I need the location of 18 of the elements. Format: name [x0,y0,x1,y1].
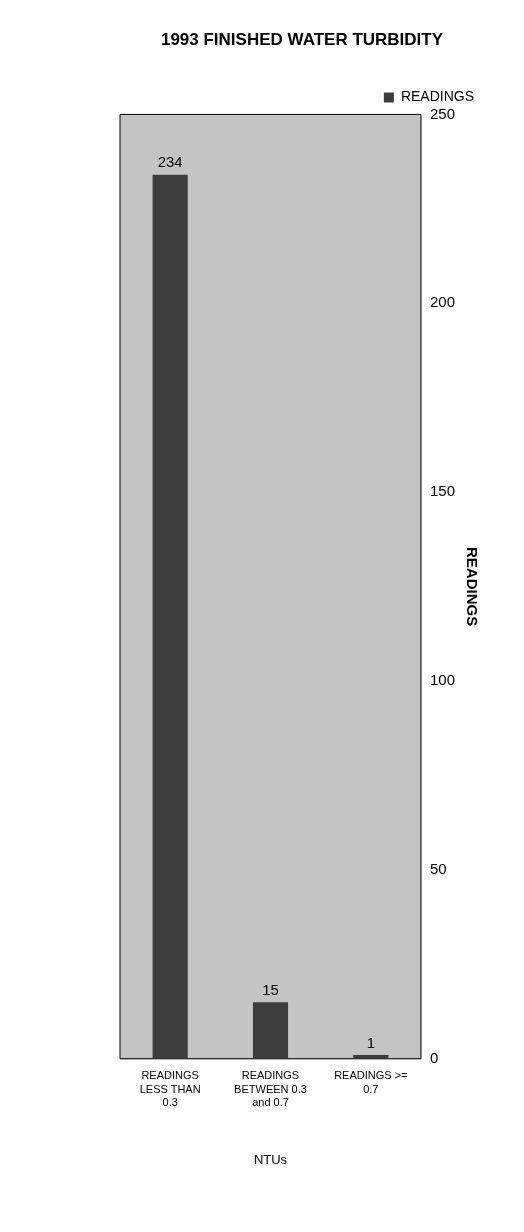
y-tick-label: 0 [429,1048,439,1066]
y-tick-label: 50 [429,860,447,878]
y-tick-label: 250 [429,104,455,122]
y-tick-label: 200 [429,293,455,311]
x-axis-title: NTUs [253,1151,288,1167]
data-label: 234 [157,153,183,171]
x-tick-label: READINGS BETWEEN 0.3 and 0.7 [234,1069,307,1108]
x-tick-label: READINGS LESS THAN 0.3 [139,1069,201,1108]
chart-title: 1993 FINISHED WATER TURBIDITY [160,29,444,49]
data-label: 1 [366,1033,375,1051]
y-tick-label: 150 [429,482,455,500]
y-tick-label: 100 [429,671,455,689]
bar [252,1002,289,1059]
x-tick-label: READINGS >= 0.7 [334,1069,408,1095]
legend-label: READINGS [400,88,474,105]
bar [152,174,188,1059]
y-axis-title: READINGS [463,547,481,627]
data-label: 15 [262,980,279,998]
